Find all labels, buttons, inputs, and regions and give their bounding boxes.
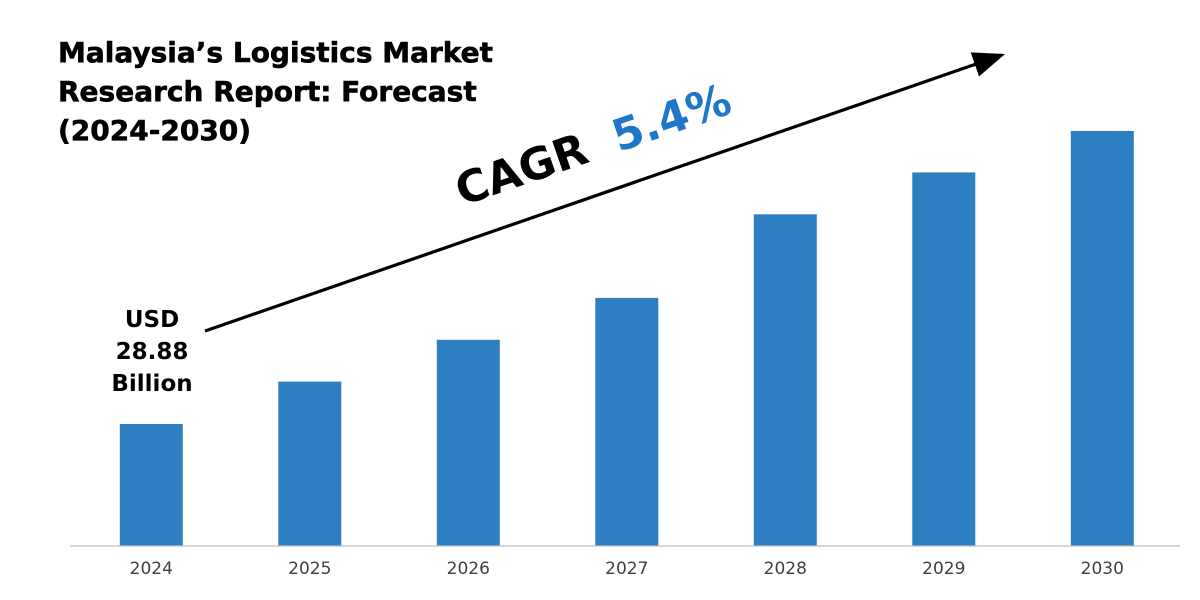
start-label-line-3: Billion xyxy=(111,371,192,397)
bar-2027 xyxy=(595,297,659,546)
chart-title: Malaysia’s Logistics Market Research Rep… xyxy=(58,36,494,148)
bar-2026 xyxy=(436,339,500,546)
start-label-line-1: USD xyxy=(125,307,179,333)
title-line-1: Malaysia’s Logistics Market xyxy=(58,36,493,69)
start-label-line-2: 28.88 xyxy=(116,339,189,365)
bar-2030 xyxy=(1070,131,1134,546)
trend-arrow xyxy=(204,52,1006,333)
bars xyxy=(119,131,1134,547)
x-tick-label-2029: 2029 xyxy=(922,559,965,579)
x-tick-label-2028: 2028 xyxy=(764,559,807,579)
x-tick-label-2025: 2025 xyxy=(288,559,331,579)
bar-2024 xyxy=(119,424,183,546)
x-tick-label-2024: 2024 xyxy=(130,559,173,579)
cagr-value: 5.4% xyxy=(606,75,738,163)
bar-2029 xyxy=(912,172,976,546)
title-line-2: Research Report: Forecast xyxy=(58,75,477,108)
x-tick-label-2030: 2030 xyxy=(1081,559,1124,579)
x-tick-label-2026: 2026 xyxy=(447,559,490,579)
start-value-label: USD 28.88 Billion xyxy=(111,307,192,397)
x-axis-tick-labels: 2024 2025 2026 2027 2028 2029 2030 xyxy=(130,559,1124,579)
title-line-3: (2024-2030) xyxy=(58,114,251,147)
bar-2028 xyxy=(753,214,817,547)
x-tick-label-2027: 2027 xyxy=(605,559,648,579)
bar-2025 xyxy=(278,381,342,546)
